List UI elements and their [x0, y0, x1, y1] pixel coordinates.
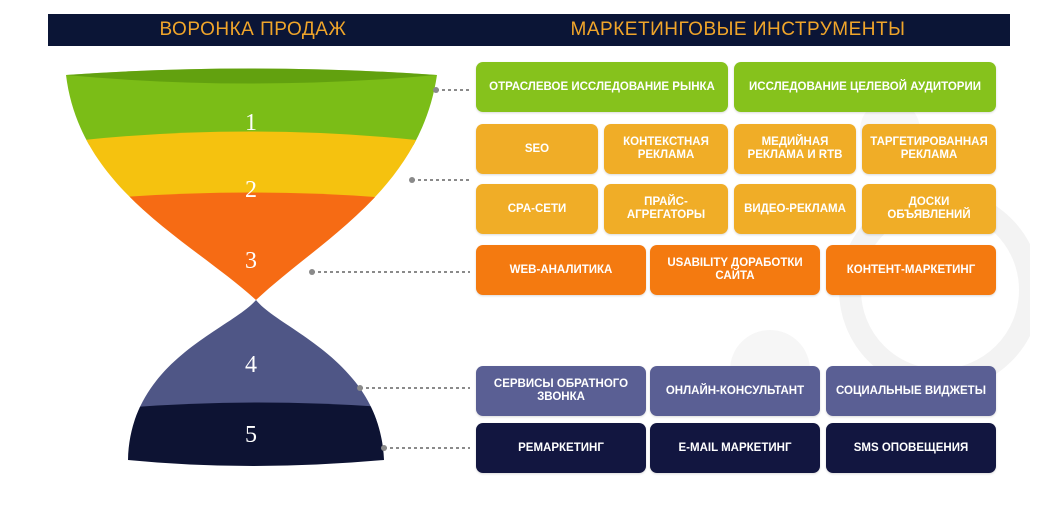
connectors [309, 87, 470, 451]
tool-context-ads: КОНТЕКСТНАЯ РЕКЛАМА [604, 124, 728, 174]
funnel-level-3-label: 3 [245, 248, 257, 274]
tool-cpa-networks: CPA-СЕТИ [476, 184, 598, 234]
tool-email-marketing: E-MAIL МАРКЕТИНГ [650, 423, 820, 473]
tool-media-ads: МЕДИЙНАЯ РЕКЛАМА И RTB [734, 124, 856, 174]
tool-content-marketing: КОНТЕНТ-МАРКЕТИНГ [826, 245, 996, 295]
tool-sms-notifications: SMS ОПОВЕЩЕНИЯ [826, 423, 996, 473]
funnel-level-1-label: 1 [245, 110, 257, 136]
tool-classifieds: ДОСКИ ОБЪЯВЛЕНИЙ [862, 184, 996, 234]
tool-online-consultant: ОНЛАЙН-КОНСУЛЬТАНТ [650, 366, 820, 416]
funnel-level-2 [66, 131, 437, 210]
tool-market-research: ОТРАСЛЕВОЕ ИССЛЕДОВАНИЕ РЫНКА [476, 62, 728, 112]
tool-seo: SEO [476, 124, 598, 174]
tool-video-ads: ВИДЕО-РЕКЛАМА [734, 184, 856, 234]
tool-price-aggregators: ПРАЙС-АГРЕГАТОРЫ [604, 184, 728, 234]
funnel-level-2-label: 2 [245, 177, 257, 203]
tool-web-analytics: WEB-АНАЛИТИКА [476, 245, 646, 295]
funnel-level-4-label: 4 [245, 352, 257, 378]
tool-usability: USABILITY ДОРАБОТКИ САЙТА [650, 245, 820, 295]
tool-callback-services: СЕРВИСЫ ОБРАТНОГО ЗВОНКА [476, 366, 646, 416]
funnel-title: ВОРОНКА ПРОДАЖ [159, 19, 347, 40]
tool-remarketing: РЕМАРКЕТИНГ [476, 423, 646, 473]
tool-targeted-ads: ТАРГЕТИРОВАННАЯ РЕКЛАМА [862, 124, 996, 174]
funnel-rim [66, 68, 437, 84]
tool-social-widgets: СОЦИАЛЬНЫЕ ВИДЖЕТЫ [826, 366, 996, 416]
funnel-level-4 [128, 300, 384, 420]
header-bar [48, 14, 1010, 46]
tool-audience-research: ИССЛЕДОВАНИЕ ЦЕЛЕВОЙ АУДИТОРИИ [734, 62, 996, 112]
tools-title: МАРКЕТИНГОВЫЕ ИНСТРУМЕНТЫ [570, 19, 906, 40]
funnel-level-5-label: 5 [245, 422, 257, 448]
funnel-level-5 [128, 402, 384, 466]
